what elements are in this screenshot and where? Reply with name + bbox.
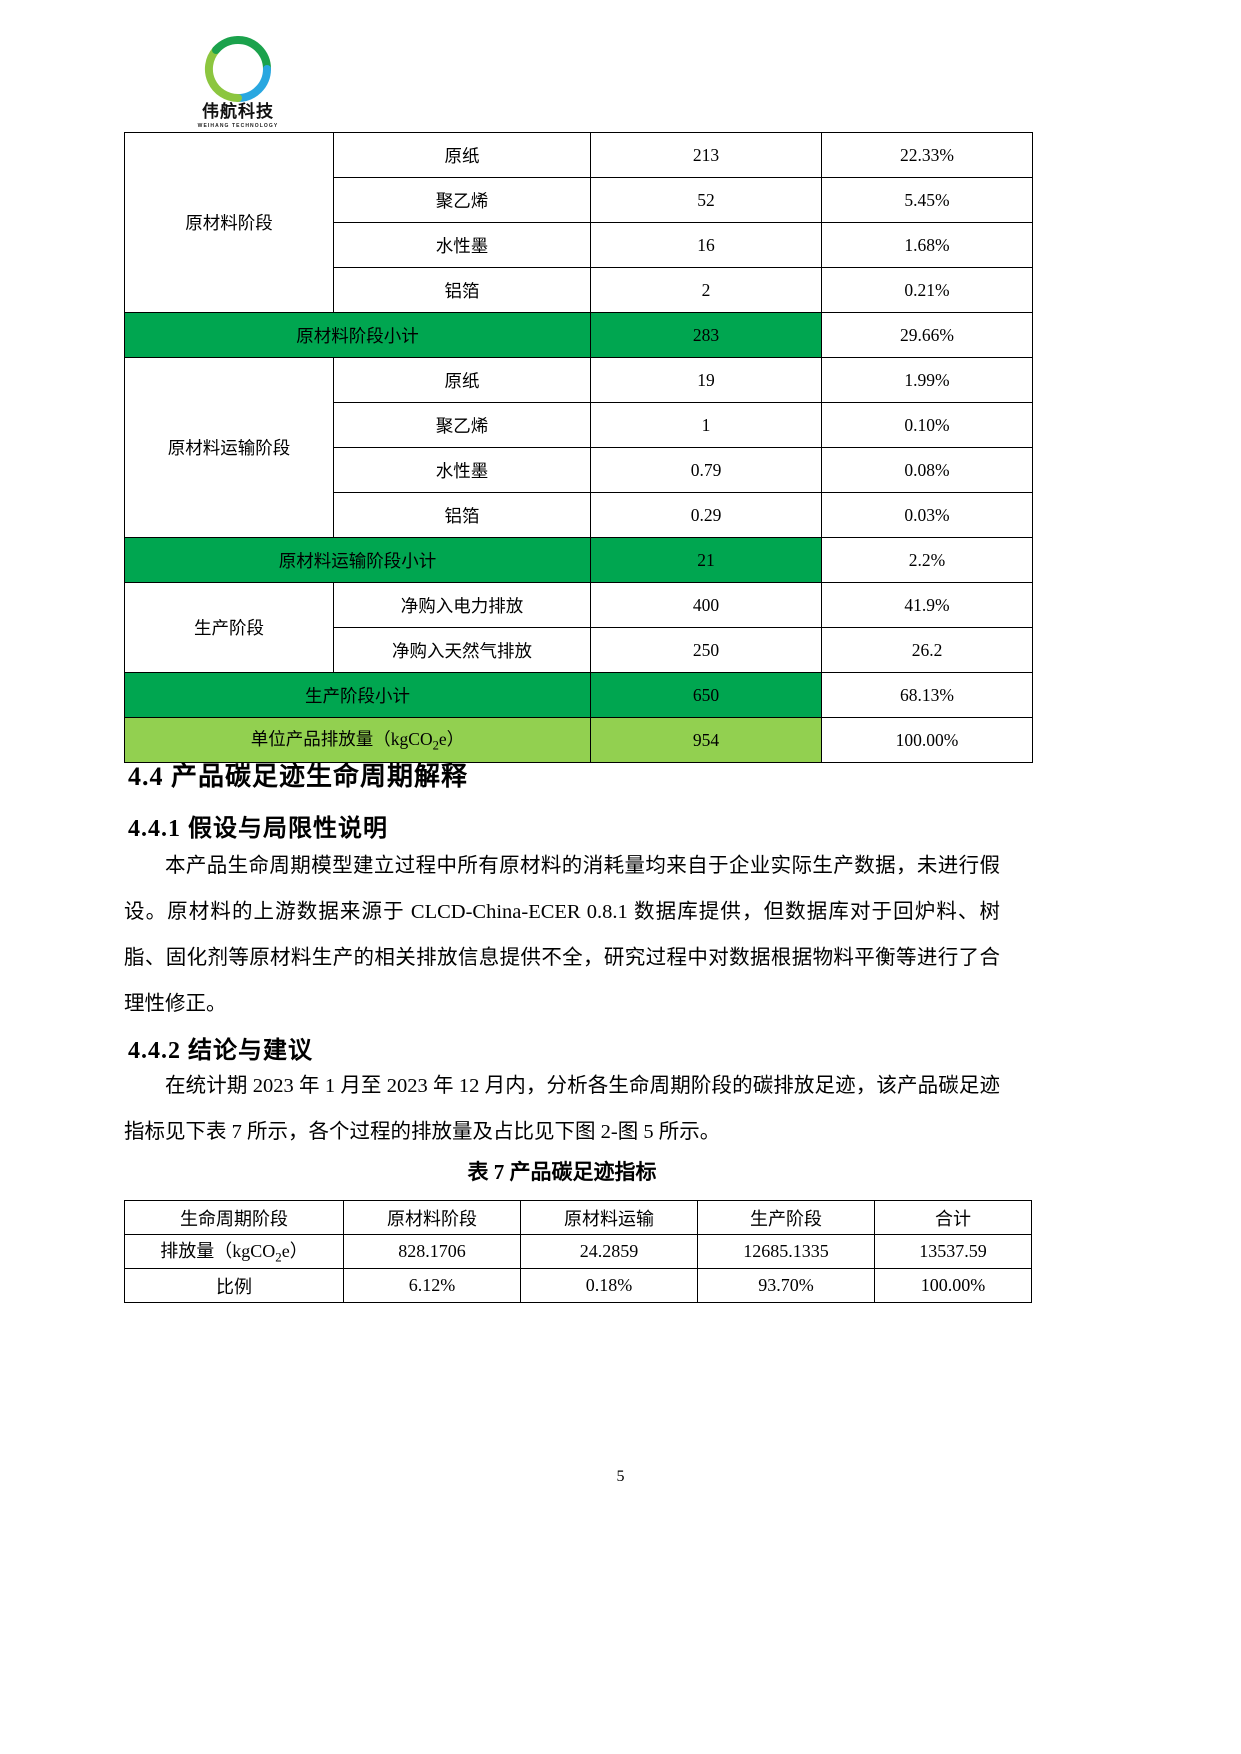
percent-cell: 1.99% [821, 357, 1033, 403]
logo-mark-icon [204, 35, 272, 103]
table-row: 铝箔 0.29 0.03% [125, 492, 1033, 538]
total-percent: 100.00% [821, 717, 1033, 763]
company-logo: 伟航科技 WEIHANG TECHNOLOGY [178, 35, 298, 129]
subtotal-row-transport: 原材料运输阶段小计 21 2.2% [124, 537, 1033, 583]
table-row: 原材料运输阶段 原纸 19 1.99% [124, 357, 1033, 538]
percent-cell: 22.33% [821, 132, 1033, 178]
item-cell: 铝箔 [333, 267, 591, 313]
heading-4-4-2: 4.4.2 结论与建议 [128, 1038, 313, 1064]
table-row: 水性墨 16 1.68% [125, 222, 1033, 268]
subtotal-value: 21 [590, 537, 822, 583]
paragraph-4-4-1: 本产品生命周期模型建立过程中所有原材料的消耗量均来自于企业实际生产数据，未进行假… [124, 855, 1000, 1015]
table-row: 聚乙烯 1 0.10% [125, 402, 1033, 448]
emissions-label-prefix: 排放量（kgCO [160, 1241, 276, 1262]
subtotal-label: 原材料运输阶段小计 [124, 537, 591, 583]
value-cell: 1 [590, 402, 822, 448]
item-cell: 水性墨 [333, 222, 591, 268]
table7-caption: 表 7 产品碳足迹指标 [467, 1160, 657, 1184]
percent-cell: 0.03% [821, 492, 1033, 538]
stage-cell: 原材料运输阶段 [124, 357, 334, 538]
percent-cell: 5.45% [821, 177, 1033, 223]
carbon-footprint-indicator-table: 生命周期阶段 原材料阶段 原材料运输 生产阶段 合计 排放量（kgCO2e） 8… [124, 1200, 1032, 1303]
cell-emissions-material: 828.1706 [343, 1234, 521, 1269]
value-cell: 2 [590, 267, 822, 313]
table-row-ratio: 比例 6.12% 0.18% 93.70% 100.00% [124, 1268, 1032, 1303]
subtotal-row-material: 原材料阶段小计 283 29.66% [124, 312, 1033, 358]
item-cell: 原纸 [333, 132, 591, 178]
table-row: 铝箔 2 0.21% [125, 267, 1033, 313]
total-label-sub: 2 [432, 738, 439, 753]
cell-emissions-transport: 24.2859 [520, 1234, 698, 1269]
heading-4-4: 4.4 产品碳足迹生命周期解释 [128, 762, 469, 791]
percent-cell: 0.10% [821, 402, 1033, 448]
percent-cell: 1.68% [821, 222, 1033, 268]
subtotal-percent: 2.2% [821, 537, 1033, 583]
total-label: 单位产品排放量（kgCO2e） [124, 717, 591, 763]
percent-cell: 26.2 [821, 627, 1033, 673]
value-cell: 213 [590, 132, 822, 178]
cell-ratio-total: 100.00% [874, 1268, 1032, 1303]
total-value: 954 [590, 717, 822, 763]
column-header-total: 合计 [874, 1200, 1032, 1235]
paragraph-4-4-2: 在统计期 2023 年 1 月至 2023 年 12 月内，分析各生命周期阶段的… [124, 1075, 1000, 1143]
percent-cell: 0.21% [821, 267, 1033, 313]
item-cell: 净购入电力排放 [333, 582, 591, 628]
value-cell: 0.79 [590, 447, 822, 493]
value-cell: 400 [590, 582, 822, 628]
item-cell: 铝箔 [333, 492, 591, 538]
page-number: 5 [616, 1468, 625, 1485]
percent-cell: 41.9% [821, 582, 1033, 628]
item-cell: 净购入天然气排放 [333, 627, 591, 673]
column-header-transport: 原材料运输 [520, 1200, 698, 1235]
row-label-emissions: 排放量（kgCO2e） [124, 1234, 344, 1269]
stage-cell: 生产阶段 [124, 582, 334, 673]
total-row: 单位产品排放量（kgCO2e） 954 100.00% [124, 717, 1033, 763]
cell-ratio-transport: 0.18% [520, 1268, 698, 1303]
subtotal-percent: 29.66% [821, 312, 1033, 358]
percent-cell: 0.08% [821, 447, 1033, 493]
stage-cell: 原材料阶段 [124, 132, 334, 313]
subtotal-label: 生产阶段小计 [124, 672, 591, 718]
item-cell: 水性墨 [333, 447, 591, 493]
value-cell: 250 [590, 627, 822, 673]
emissions-breakdown-table: 原材料阶段 原纸 213 22.33% 聚乙烯 52 5.45% 水性墨 16 … [124, 132, 1033, 763]
column-header-stage: 生命周期阶段 [124, 1200, 344, 1235]
subtotal-row-production: 生产阶段小计 650 68.13% [124, 672, 1033, 718]
column-header-production: 生产阶段 [697, 1200, 875, 1235]
table-row-emissions: 排放量（kgCO2e） 828.1706 24.2859 12685.1335 … [124, 1234, 1032, 1269]
subtotal-value: 650 [590, 672, 822, 718]
table-row: 净购入天然气排放 250 26.2 [125, 627, 1033, 673]
cell-ratio-production: 93.70% [697, 1268, 875, 1303]
total-label-prefix: 单位产品排放量（kgCO [250, 729, 433, 750]
column-header-material: 原材料阶段 [343, 1200, 521, 1235]
value-cell: 52 [590, 177, 822, 223]
row-label-ratio: 比例 [124, 1268, 344, 1303]
subtotal-percent: 68.13% [821, 672, 1033, 718]
cell-emissions-production: 12685.1335 [697, 1234, 875, 1269]
heading-4-4-1: 4.4.1 假设与局限性说明 [128, 816, 388, 842]
cell-ratio-material: 6.12% [343, 1268, 521, 1303]
logo-company-subtitle: WEIHANG TECHNOLOGY [197, 122, 279, 129]
subtotal-label: 原材料阶段小计 [124, 312, 591, 358]
item-cell: 聚乙烯 [333, 402, 591, 448]
total-label-suffix: e） [438, 729, 465, 750]
table-header-row: 生命周期阶段 原材料阶段 原材料运输 生产阶段 合计 [124, 1200, 1032, 1235]
cell-emissions-total: 13537.59 [874, 1234, 1032, 1269]
emissions-label-suffix: e） [281, 1241, 308, 1262]
table-row: 生产阶段 净购入电力排放 400 41.9% [124, 582, 1033, 673]
value-cell: 16 [590, 222, 822, 268]
table-row: 聚乙烯 52 5.45% [125, 177, 1033, 223]
table-row: 原材料阶段 原纸 213 22.33% [124, 132, 1033, 313]
emissions-label-sub: 2 [275, 1249, 282, 1265]
item-cell: 聚乙烯 [333, 177, 591, 223]
item-cell: 原纸 [333, 357, 591, 403]
logo-company-name: 伟航科技 [202, 102, 274, 121]
value-cell: 0.29 [590, 492, 822, 538]
subtotal-value: 283 [590, 312, 822, 358]
value-cell: 19 [590, 357, 822, 403]
